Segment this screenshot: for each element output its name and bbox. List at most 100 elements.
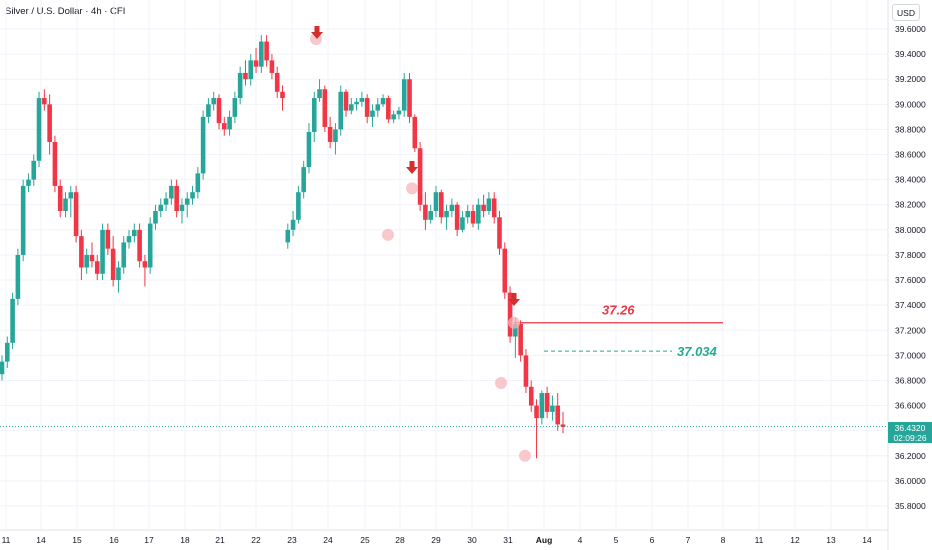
candle [359, 91, 365, 107]
candle [306, 123, 312, 174]
candle [486, 192, 492, 215]
candle [163, 192, 169, 212]
candle [47, 94, 52, 155]
candle [195, 167, 201, 199]
candle [269, 54, 275, 80]
candle [518, 320, 523, 362]
candle [84, 248, 89, 274]
y-tick-label: 38.4000 [895, 175, 926, 185]
candle [290, 211, 296, 237]
arrow-down-icon [311, 26, 323, 39]
candle [221, 116, 227, 136]
candle [476, 198, 481, 230]
x-tick-label: 7 [686, 535, 691, 545]
candle [42, 89, 47, 111]
candle [227, 110, 232, 136]
candle [502, 242, 508, 299]
candle [338, 85, 344, 136]
x-tick-label: 21 [215, 535, 225, 545]
candle [470, 204, 476, 228]
y-tick-label: 39.4000 [895, 49, 926, 59]
candle [10, 292, 15, 350]
candle [460, 211, 465, 233]
candle [0, 355, 5, 381]
candle [449, 198, 455, 218]
x-tick-label: 25 [360, 535, 370, 545]
y-tick-label: 36.0000 [895, 476, 926, 486]
target-label: 37.034 [677, 344, 718, 359]
candle [544, 386, 550, 419]
candle [560, 411, 566, 434]
candle [296, 185, 301, 224]
chart-title: Silver / U.S. Dollar · 4h · CFI [5, 6, 126, 17]
candle [507, 286, 513, 343]
candle [301, 160, 306, 199]
candle [132, 223, 137, 243]
arrow-down-icon [508, 293, 520, 306]
candle [243, 60, 248, 86]
candle [528, 380, 534, 412]
candle [534, 399, 539, 459]
candle [285, 223, 291, 249]
x-tick-label: 11 [2, 535, 11, 545]
y-tick-label: 36.6000 [895, 401, 926, 411]
candle [333, 123, 338, 155]
candle [73, 185, 79, 243]
x-tick-label: 30 [467, 535, 477, 545]
x-tick-label: 8 [721, 535, 726, 545]
x-tick-label: 29 [431, 535, 441, 545]
x-tick-label: 16 [109, 535, 119, 545]
y-tick-label: 38.2000 [895, 200, 926, 210]
y-tick-label: 39.6000 [895, 24, 926, 34]
candle [137, 223, 142, 268]
swing-marker-circle [382, 228, 394, 241]
candle [497, 211, 502, 255]
last-price-tag: 36.4320 02:09:26 [888, 422, 932, 443]
candle [438, 189, 444, 224]
candle [52, 135, 58, 193]
y-tick-label: 36.8000 [895, 375, 926, 385]
candle [4, 336, 10, 368]
x-tick-label: Aug [536, 535, 553, 545]
candle [354, 98, 359, 111]
y-tick-label: 39.2000 [895, 74, 926, 84]
candle [259, 35, 264, 73]
x-tick-label: 22 [251, 535, 261, 545]
y-tick-label: 39.0000 [895, 99, 926, 109]
candle [343, 89, 349, 117]
candle [63, 192, 68, 218]
candle [417, 141, 423, 212]
candle [184, 192, 190, 218]
x-tick-label: 18 [180, 535, 190, 545]
swing-marker-circle [406, 182, 418, 195]
candle [311, 91, 317, 142]
x-tick-label: 14 [36, 535, 46, 545]
candle [36, 91, 42, 168]
x-tick-label: 14 [862, 535, 872, 545]
candle [179, 198, 185, 224]
x-tick-label: 6 [650, 535, 655, 545]
candle [31, 154, 37, 186]
currency-button[interactable]: USD [892, 4, 920, 21]
candle [147, 217, 153, 274]
candle [232, 91, 238, 124]
candle [465, 204, 471, 224]
candle [396, 106, 402, 120]
candle [539, 390, 545, 425]
candle [280, 85, 285, 111]
candle [248, 54, 254, 86]
y-tick-label: 38.6000 [895, 150, 926, 160]
candle [121, 236, 127, 274]
candle [412, 114, 418, 153]
candle [322, 85, 328, 132]
swing-marker-circle [519, 449, 531, 462]
x-tick-label: 15 [72, 535, 82, 545]
candle [375, 98, 381, 117]
candle [200, 110, 206, 180]
x-tick-label: 24 [323, 535, 333, 545]
y-tick-label: 38.0000 [895, 225, 926, 235]
candle [110, 236, 116, 287]
candle [100, 223, 105, 281]
candle [317, 79, 322, 102]
